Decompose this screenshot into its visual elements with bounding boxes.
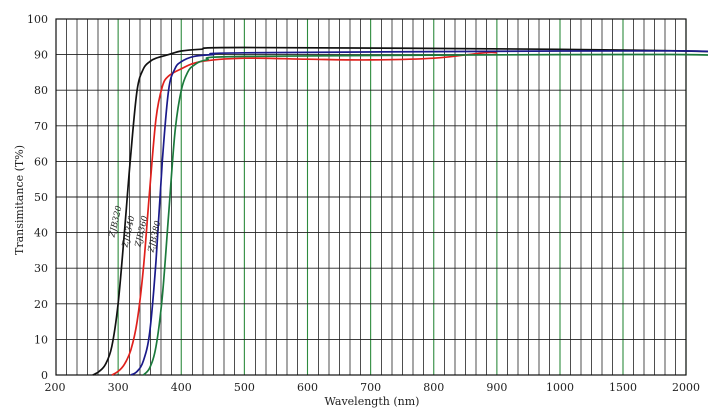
- x-tick-label: 500: [234, 381, 255, 394]
- y-tick-label: 80: [34, 84, 48, 97]
- y-tick-label: 50: [34, 191, 48, 204]
- grid: [56, 19, 687, 375]
- y-tick-label: 70: [34, 120, 48, 133]
- x-tick-label: 900: [486, 381, 507, 394]
- y-tick-label: 30: [34, 262, 48, 275]
- curves: [92, 46, 708, 376]
- x-tick-label: 2000: [672, 381, 700, 394]
- x-tick-label: 1000: [546, 381, 574, 394]
- x-tick-label: 1500: [609, 381, 637, 394]
- x-tick-label: 800: [423, 381, 444, 394]
- curve-zjb380: [142, 53, 708, 376]
- y-tick-label: 60: [34, 155, 48, 168]
- curve-label-zjb320: ZJB320: [107, 204, 124, 239]
- x-axis-title: Wavelength (nm): [325, 395, 420, 408]
- y-tick-label: 90: [34, 49, 48, 62]
- y-tick-label: 100: [27, 13, 48, 26]
- curve-zjb320: [92, 46, 708, 376]
- y-tick-labels: 0 10 20 30 40 50 60 70 80 90 100: [27, 13, 48, 382]
- x-tick-label: 300: [108, 381, 129, 394]
- y-tick-label: 10: [34, 333, 48, 346]
- curve-zjb340: [111, 51, 497, 376]
- y-tick-label: 20: [34, 298, 48, 311]
- curve-zjb360: [130, 49, 708, 376]
- x-tick-label: 200: [45, 381, 66, 394]
- y-tick-label: 40: [34, 227, 48, 240]
- x-tick-label: 600: [297, 381, 318, 394]
- x-tick-label: 700: [360, 381, 381, 394]
- x-tick-labels: 2003004005006007008009001000150020002500: [45, 381, 701, 394]
- y-axis-title: Transimitance (T%): [13, 145, 26, 255]
- x-tick-label: 400: [171, 381, 192, 394]
- y-tick-label: 0: [41, 369, 48, 382]
- plot-frame: [55, 18, 687, 376]
